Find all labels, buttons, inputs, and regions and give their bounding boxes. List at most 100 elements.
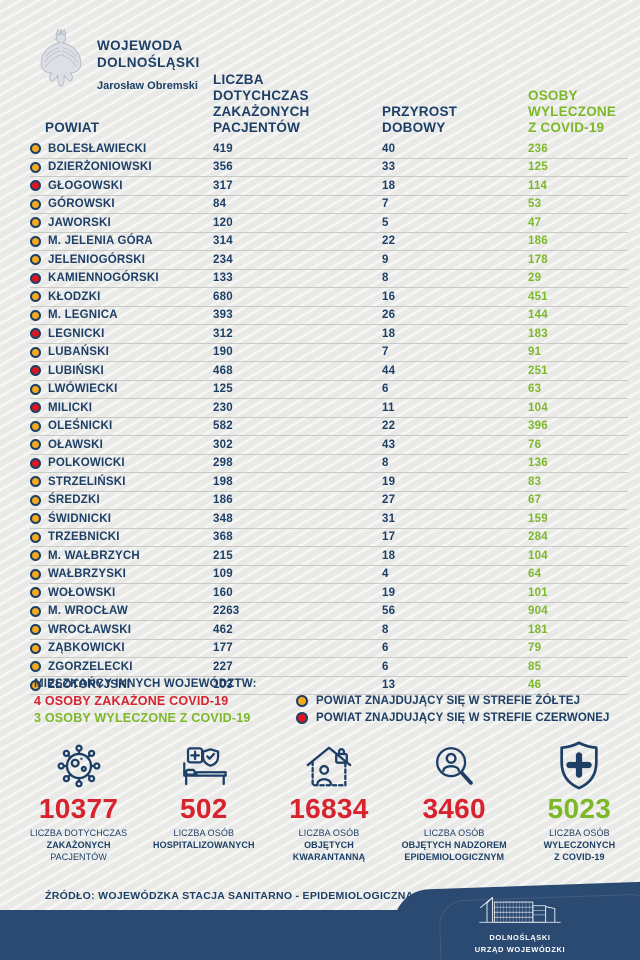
daily-value: 4	[382, 568, 389, 581]
infected-value: 312	[213, 327, 233, 340]
other-regions-title: MIESZKAŃCY INNYCH WOJEWÓDZTW:	[34, 678, 257, 690]
recovered-value: 114	[528, 179, 548, 192]
daily-value: 6	[382, 642, 389, 655]
recovered-value: 91	[528, 346, 542, 359]
infected-value: 302	[213, 438, 233, 451]
zone-dot	[30, 254, 41, 266]
powiat-name: STRZELIŃSKI	[48, 475, 126, 488]
zone-dot	[30, 235, 41, 247]
zone-dot	[30, 420, 41, 432]
recovered-value: 104	[528, 401, 548, 414]
zone-dot	[30, 531, 41, 543]
daily-value: 18	[382, 327, 396, 340]
infected-value: 462	[213, 623, 233, 636]
infected-value: 356	[213, 161, 233, 174]
powiat-name: LUBIŃSKI	[48, 364, 104, 377]
daily-value: 16	[382, 290, 396, 303]
table-row: GÓROWSKI 84 7 53	[30, 196, 628, 214]
table-row: ŚREDZKI 186 27 67	[30, 492, 628, 510]
table-row: WOŁOWSKI 160 19 101	[30, 584, 628, 603]
recovered-value: 183	[528, 327, 548, 340]
daily-value: 6	[382, 383, 389, 396]
stat-hospitalized: 502 LICZBA OSÓB HOSPITALIZOWANYCH	[143, 738, 264, 864]
powiat-name: ŚREDZKI	[48, 494, 100, 507]
daily-value: 19	[382, 586, 396, 599]
recovered-value: 79	[528, 642, 542, 655]
powiat-name: WOŁOWSKI	[48, 586, 116, 599]
other-regions-recovered: 3 OSOBY WYLECZONE Z COVID-19	[34, 711, 251, 725]
powiat-name: JAWORSKI	[48, 216, 111, 229]
table-row: GŁOGOWSKI 317 18 114	[30, 177, 628, 196]
zone-dot	[30, 679, 41, 691]
legend-item-red-zone: POWIAT ZNAJDUJĄCY SIĘ W STREFIE CZERWONE…	[296, 709, 610, 726]
infected-value: 393	[213, 309, 233, 322]
table-row: ZŁOTORYJSKI 103 13 46	[30, 677, 628, 695]
daily-value: 43	[382, 438, 396, 451]
zone-dot	[30, 624, 41, 636]
powiat-name: DZIERŻONIOWSKI	[48, 161, 152, 174]
hospital-bed-icon	[143, 738, 264, 792]
infected-value: 133	[213, 272, 233, 285]
daily-value: 31	[382, 512, 396, 525]
infected-value: 419	[213, 142, 233, 155]
recovered-value: 85	[528, 660, 542, 673]
zone-dot	[30, 402, 41, 414]
table-row: ŚWIDNICKI 348 31 159	[30, 510, 628, 529]
infected-value: 348	[213, 512, 233, 525]
stat-label-recovered: LICZBA OSÓB WYLECZONYCH Z COVID-19	[543, 828, 616, 862]
agency-name: DOLNOŚLĄSKI URZĄD WOJEWÓDZKI	[474, 933, 566, 954]
zone-dot	[30, 642, 41, 654]
recovered-value: 181	[528, 623, 548, 636]
recovered-value: 144	[528, 309, 548, 322]
footer-band	[0, 910, 640, 960]
recovered-value: 53	[528, 198, 542, 211]
recovered-value: 101	[528, 586, 548, 599]
zone-legend: POWIAT ZNAJDUJĄCY SIĘ W STREFIE ŻÓŁTEJ P…	[296, 692, 610, 726]
zone-dot	[30, 143, 41, 155]
infected-value: 215	[213, 549, 233, 562]
voivode-title-line2: DOLNOŚLĄSKI	[97, 55, 200, 71]
voivode-name: Jarosław Obremski	[97, 79, 198, 92]
infected-value: 314	[213, 235, 233, 248]
recovered-value: 236	[528, 142, 548, 155]
zone-dot	[30, 661, 41, 673]
recovered-value: 178	[528, 253, 548, 266]
recovered-value: 125	[528, 161, 548, 174]
infected-value: 298	[213, 457, 233, 470]
infected-value: 109	[213, 568, 233, 581]
infected-value: 317	[213, 179, 233, 192]
zone-dot	[30, 439, 41, 451]
daily-value: 26	[382, 309, 396, 322]
daily-value: 8	[382, 623, 389, 636]
daily-value: 40	[382, 142, 396, 155]
zone-dot	[30, 476, 41, 488]
stat-value-supervision: 3460	[422, 793, 486, 824]
recovered-value: 904	[528, 605, 548, 618]
zone-dot	[30, 309, 41, 321]
stat-value-hospitalized: 502	[179, 793, 228, 824]
recovered-value: 451	[528, 290, 548, 303]
powiat-name: M. LEGNICA	[48, 309, 118, 322]
infected-value: 190	[213, 346, 233, 359]
magnifier-person-icon	[394, 738, 515, 792]
column-header-daily: PRZYROST DOBOWY	[382, 104, 458, 136]
zone-dot	[30, 161, 41, 173]
powiat-name: M. WROCŁAW	[48, 605, 128, 618]
recovered-value: 396	[528, 420, 548, 433]
other-regions-infected: 4 OSOBY ZAKAŻONE COVID-19	[34, 694, 229, 708]
recovered-value: 159	[528, 512, 548, 525]
daily-value: 5	[382, 216, 389, 229]
table-row: KŁODZKI 680 16 451	[30, 288, 628, 307]
powiat-name: KAMIENNOGÓRSKI	[48, 272, 159, 285]
powiat-name: LEGNICKI	[48, 327, 105, 340]
powiat-name: ŚWIDNICKI	[48, 512, 112, 525]
powiat-name: JELENIOGÓRSKI	[48, 253, 146, 266]
daily-value: 17	[382, 531, 396, 544]
zone-dot	[30, 365, 41, 377]
table-row: POLKOWICKI 298 8 136	[30, 455, 628, 473]
daily-value: 11	[382, 401, 395, 414]
daily-value: 6	[382, 660, 389, 673]
infected-value: 368	[213, 531, 233, 544]
table-row: ZGORZELECKI 227 6 85	[30, 658, 628, 677]
